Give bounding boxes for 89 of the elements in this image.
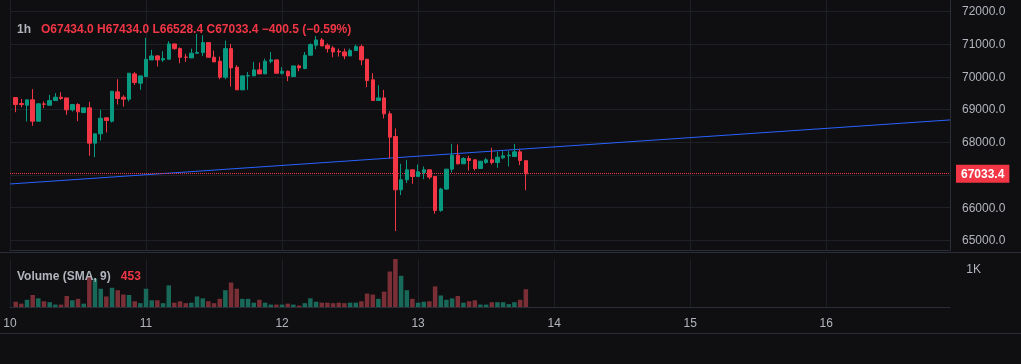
x-tick-label: 15 [683,316,698,330]
bar [523,289,529,307]
candlestick [382,89,386,120]
candlestick [70,103,75,112]
text: 1h [17,22,32,36]
candlestick [201,34,205,57]
bar [200,298,206,307]
y-tick-label: 68000.0 [962,135,1006,150]
candlestick [399,163,403,196]
candlestick [81,107,86,114]
candlestick [87,101,92,157]
candlestick [184,53,188,63]
bar [155,300,160,307]
candlestick [110,90,114,124]
y-tick-label: 71000.0 [962,37,1006,52]
text: 453 [120,269,142,283]
candlestick [218,56,222,80]
candlestick [223,40,228,80]
text: 1K [966,262,982,276]
candlestick [161,50,165,63]
candlestick [36,102,41,122]
candlestick [376,84,381,102]
candlestick [490,147,494,165]
candlestick [30,88,35,127]
candlestick [280,66,284,76]
candlestick [167,40,171,60]
bar [183,303,189,307]
x-tick-label: 11 [139,316,153,330]
candlestick [456,144,460,165]
bar [472,300,478,307]
bar [291,304,296,307]
candlestick [229,43,233,88]
candlestick [518,148,522,166]
candlestick [371,72,375,102]
candlestick [473,159,477,171]
candlestick [257,62,262,75]
candlestick [354,44,358,52]
x-tick-label: 13 [411,316,426,330]
candlestick [76,102,80,122]
bar [166,285,171,307]
candlestick [235,64,239,91]
bar [466,301,472,307]
bar [30,295,35,307]
bar [36,298,41,307]
text: O67434.0 H67434.0 L66528.4 C67033.4 −400.5 (−0.59%) [41,22,352,36]
bar [104,296,109,307]
candlestick [155,54,160,68]
x-tick-label: 14 [547,316,562,330]
candlestick [42,101,46,109]
bar [81,303,86,307]
text: Volume (SMA, 9) [17,269,111,283]
candlestick [274,59,279,74]
candlestick [132,71,137,86]
candlestick [252,61,256,77]
candlestick [269,51,273,64]
bar [461,302,466,307]
candlestick [104,116,109,133]
candlestick [25,99,29,122]
candlestick [405,159,409,184]
bar [274,304,279,307]
y-tick-label: 69000.0 [962,102,1006,117]
candlestick [461,156,466,165]
candlestick [348,48,352,57]
x-tick-label: 12 [275,316,290,330]
candlestick [286,70,290,82]
bar [41,301,47,307]
candlestick [467,155,471,171]
bar [132,301,137,307]
candlestick [291,65,296,78]
bar [70,300,75,307]
y-tick-label: 72000.0 [962,4,1006,19]
y-tick-label: 66000.0 [962,200,1006,215]
bar [223,290,228,307]
candlestick [410,169,415,185]
candlestick [263,58,267,75]
bar [410,298,415,307]
x-tick-label: 16 [819,316,834,330]
candlestick [416,163,420,177]
y-tick-label: 65000.0 [962,233,1006,248]
candlestick [422,166,426,180]
candlestick [297,64,301,72]
ref-line-label: 67033.4 [961,166,1005,181]
bar [257,299,262,307]
bar [376,298,381,307]
x-tick-label: 10 [3,316,17,330]
candlestick [127,72,131,103]
y-tick-label: 70000.0 [962,69,1006,84]
bar [489,302,495,307]
bar [160,303,166,307]
